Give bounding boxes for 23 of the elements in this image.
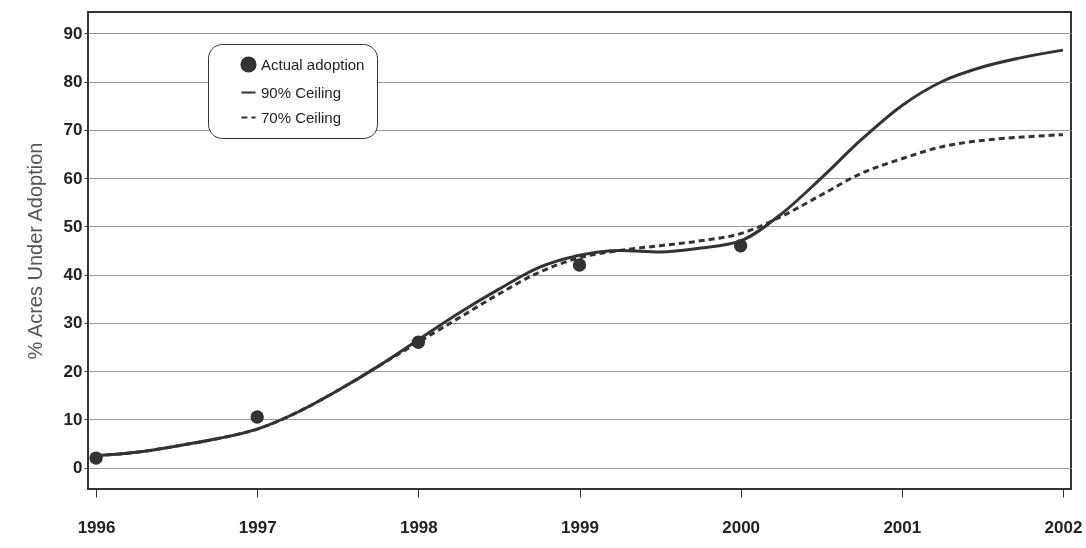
point [572,258,587,272]
y-tick-label: 90 [63,23,83,43]
x-tick-label: 1996 [77,517,116,537]
x-tick-label: 1999 [561,517,599,537]
point [250,410,264,424]
legend-label: 70% Ceiling [261,108,342,126]
x-tick-label: 1997 [238,517,277,537]
y-tick-label: 70 [63,120,83,140]
x-tick-label: 1998 [399,517,438,537]
y-tick-label: 60 [63,168,83,188]
x-tick-label: 2002 [1044,517,1083,537]
y-tick-label: 10 [63,409,83,429]
y-axis-title: % Acres Under Adoption [23,142,46,360]
y-tick-label: 40 [63,265,83,285]
y-tick-label: 30 [63,313,83,333]
y-tick-label: 80 [63,72,83,92]
x-tick-label: 2000 [722,517,761,537]
legend-label: Actual adoption [261,55,365,73]
legend-label: 90% Ceiling [261,83,342,101]
x-tick-label: 2001 [883,517,922,537]
y-tick-label: 50 [63,216,83,236]
y-tick-label: 20 [63,361,83,381]
y-tick-label: 0 [73,458,83,478]
